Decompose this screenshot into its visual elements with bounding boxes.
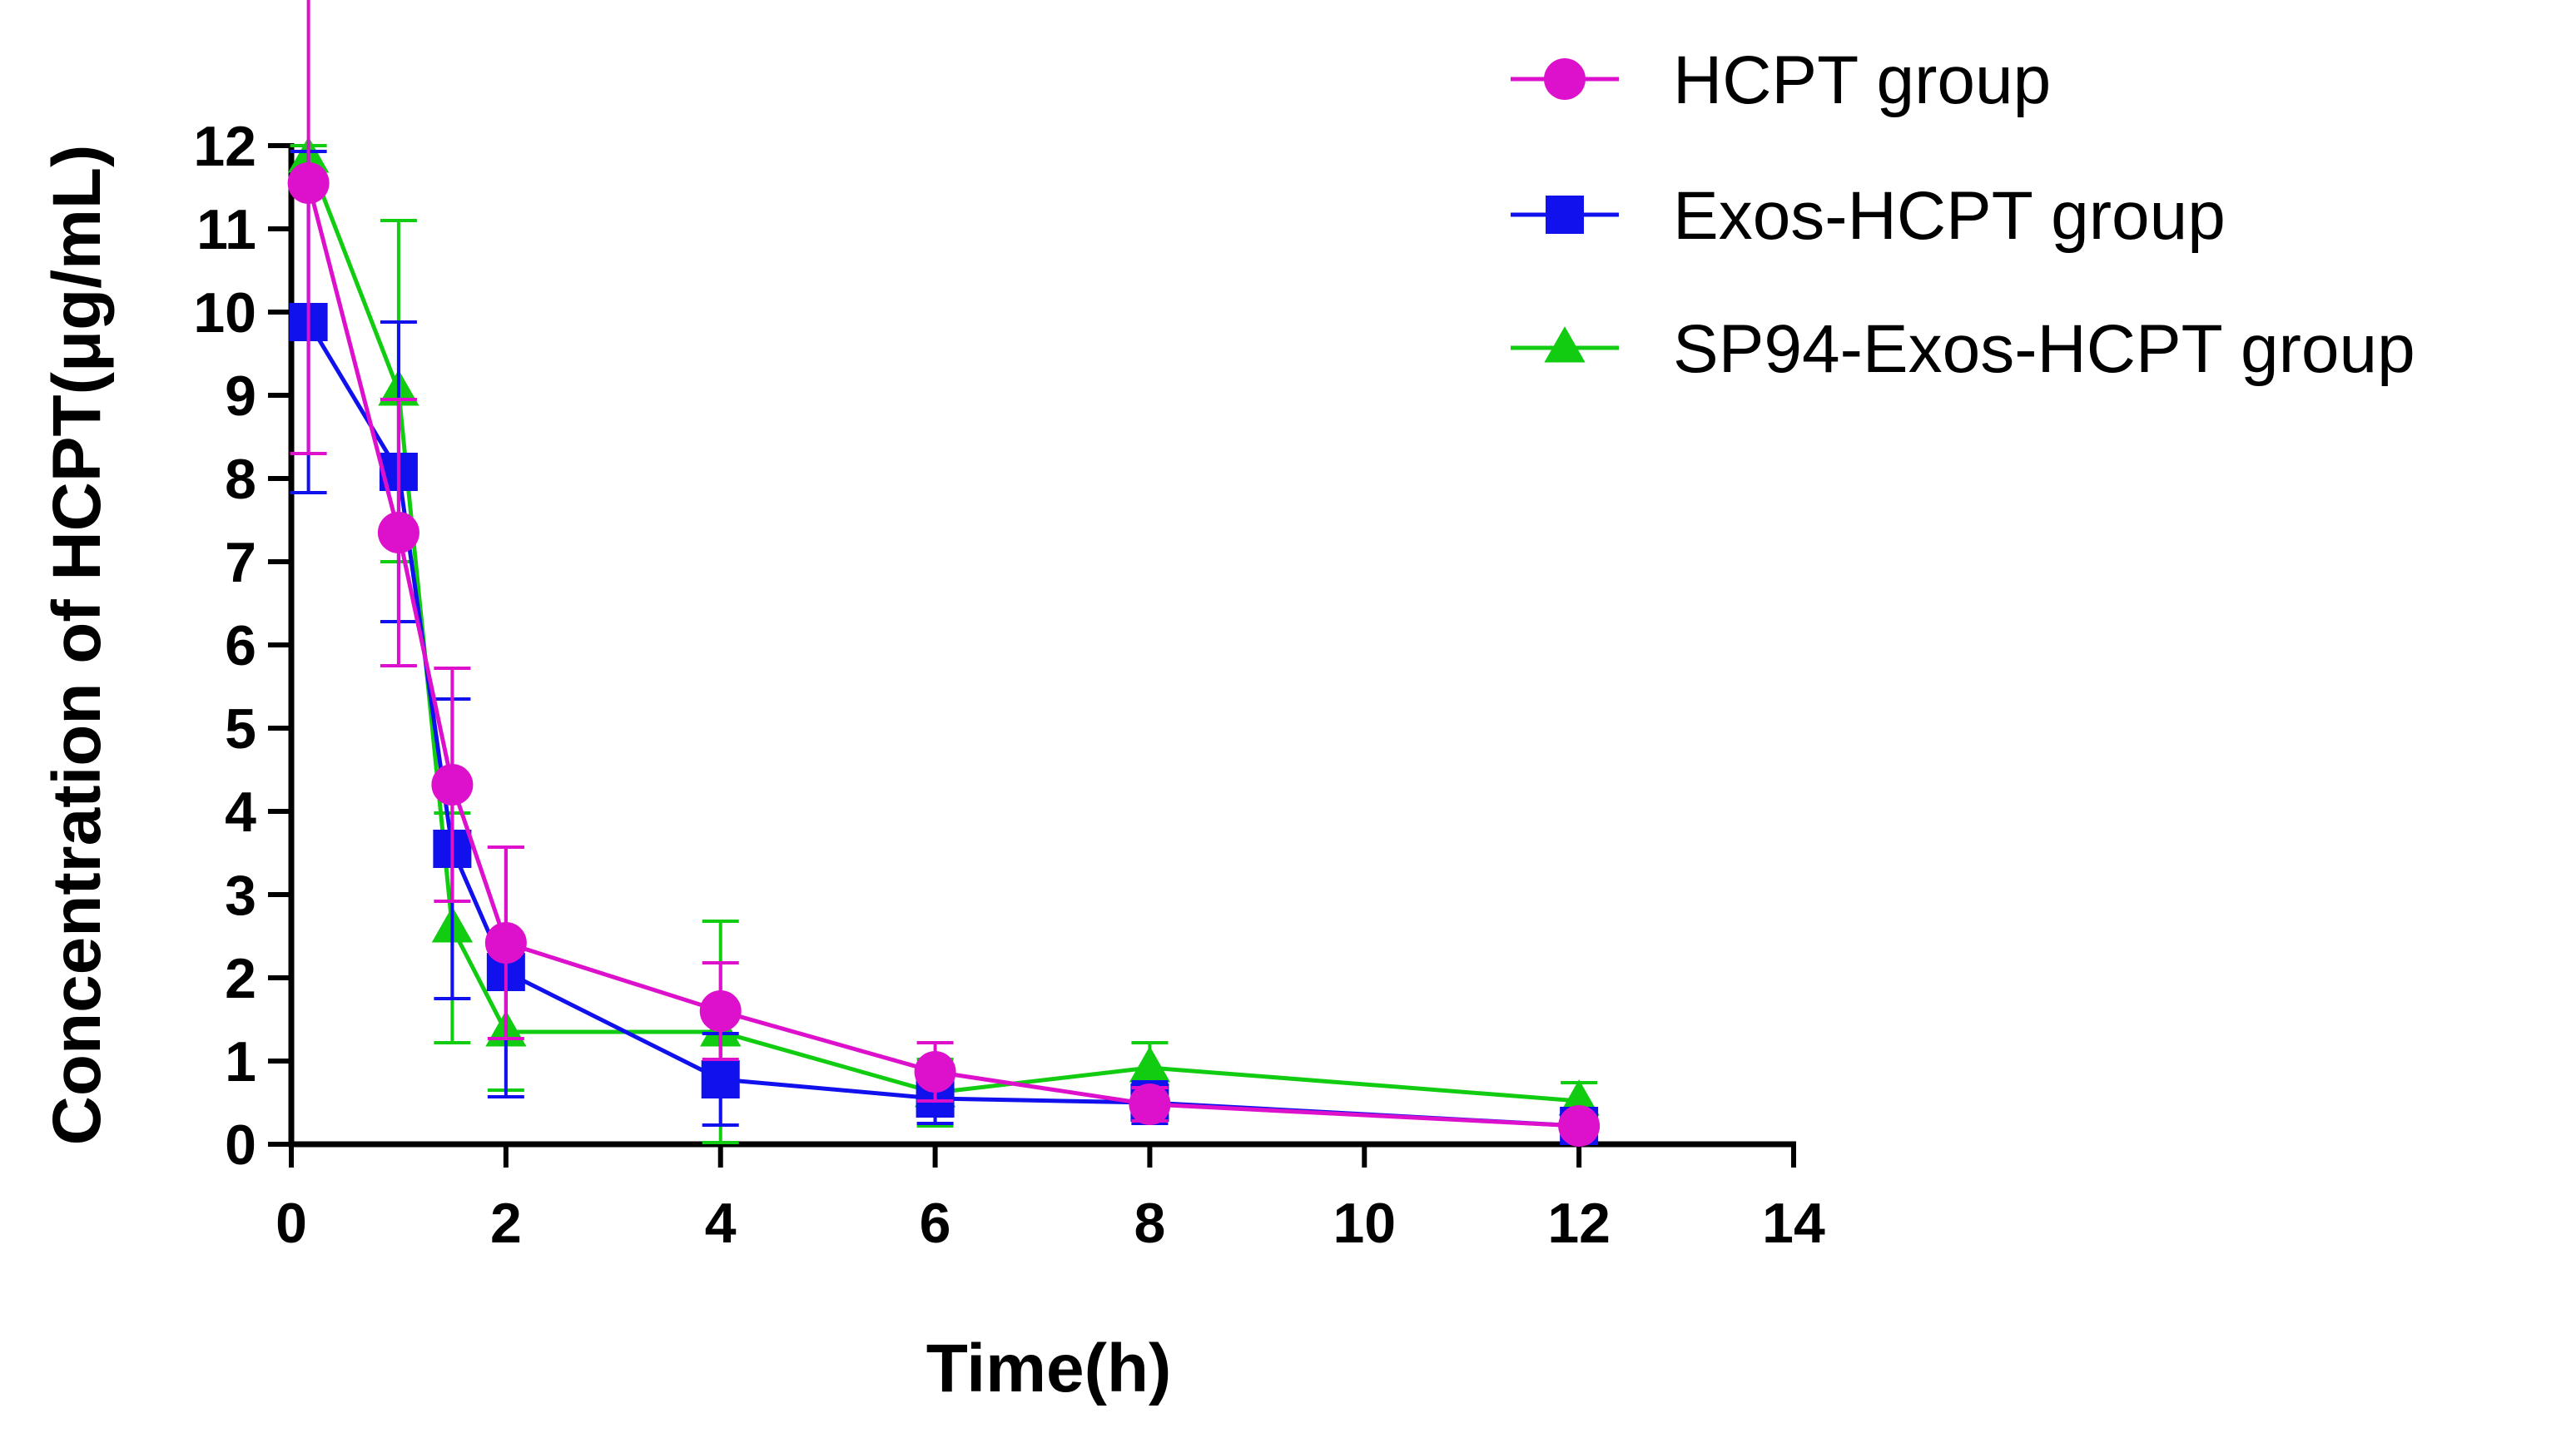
x-tick-label: 8 [1134,1192,1166,1255]
y-tick-label: 8 [225,448,256,511]
y-tick-label: 2 [225,947,256,1010]
legend-marker [1544,326,1586,363]
y-tick-label: 12 [193,115,256,178]
data-point [1129,1046,1171,1083]
data-point [1129,1083,1171,1125]
x-tick-label: 0 [275,1192,307,1255]
x-tick-label: 2 [490,1192,522,1255]
x-tick-label: 14 [1762,1192,1825,1255]
data-point [484,922,527,964]
x-tick-label: 4 [705,1192,737,1255]
x-tick-label: 6 [920,1192,951,1255]
legend-label: HCPT group [1673,42,2051,118]
data-point [377,512,419,553]
y-tick-label: 0 [225,1113,256,1177]
legend-marker [1544,58,1586,100]
data-point [431,764,474,806]
series-line [306,320,1580,1128]
data-point [1558,1105,1601,1147]
legend-item: Exos-HCPT group [1511,178,2226,254]
series-triangle [287,136,1600,1144]
data-point [699,990,742,1032]
legend-item: HCPT group [1511,42,2051,118]
x-tick-label: 10 [1333,1192,1396,1255]
legend-item: SP94-Exos-HCPT group [1511,311,2415,387]
x-tick-label: 12 [1547,1192,1611,1255]
y-tick-label: 6 [225,614,256,677]
series-line [306,182,1580,1128]
y-axis-title: Concentration of HCPT(μg/mL) [39,145,115,1146]
legend-label: SP94-Exos-HCPT group [1673,311,2415,387]
y-tick-label: 3 [225,864,256,927]
y-tick-label: 5 [225,697,256,761]
data-point [287,162,330,204]
y-tick-label: 11 [196,198,256,261]
x-axis-title: Time(h) [926,1331,1172,1406]
y-tick-label: 10 [193,281,256,345]
legend: HCPT group Exos-HCPT group SP94-Exos-HCPT … [1511,42,2415,387]
y-tick-label: 4 [225,781,256,844]
legend-label: Exos-HCPT group [1673,178,2226,254]
series-layer [287,0,1601,1147]
series-circle [287,0,1601,1147]
y-tick-label: 9 [225,364,256,428]
data-point [1558,1079,1600,1116]
data-point [914,1051,956,1093]
legend-marker [1546,196,1584,234]
y-tick-label: 1 [225,1030,256,1093]
data-point [701,1060,740,1098]
y-tick-label: 7 [225,531,256,594]
